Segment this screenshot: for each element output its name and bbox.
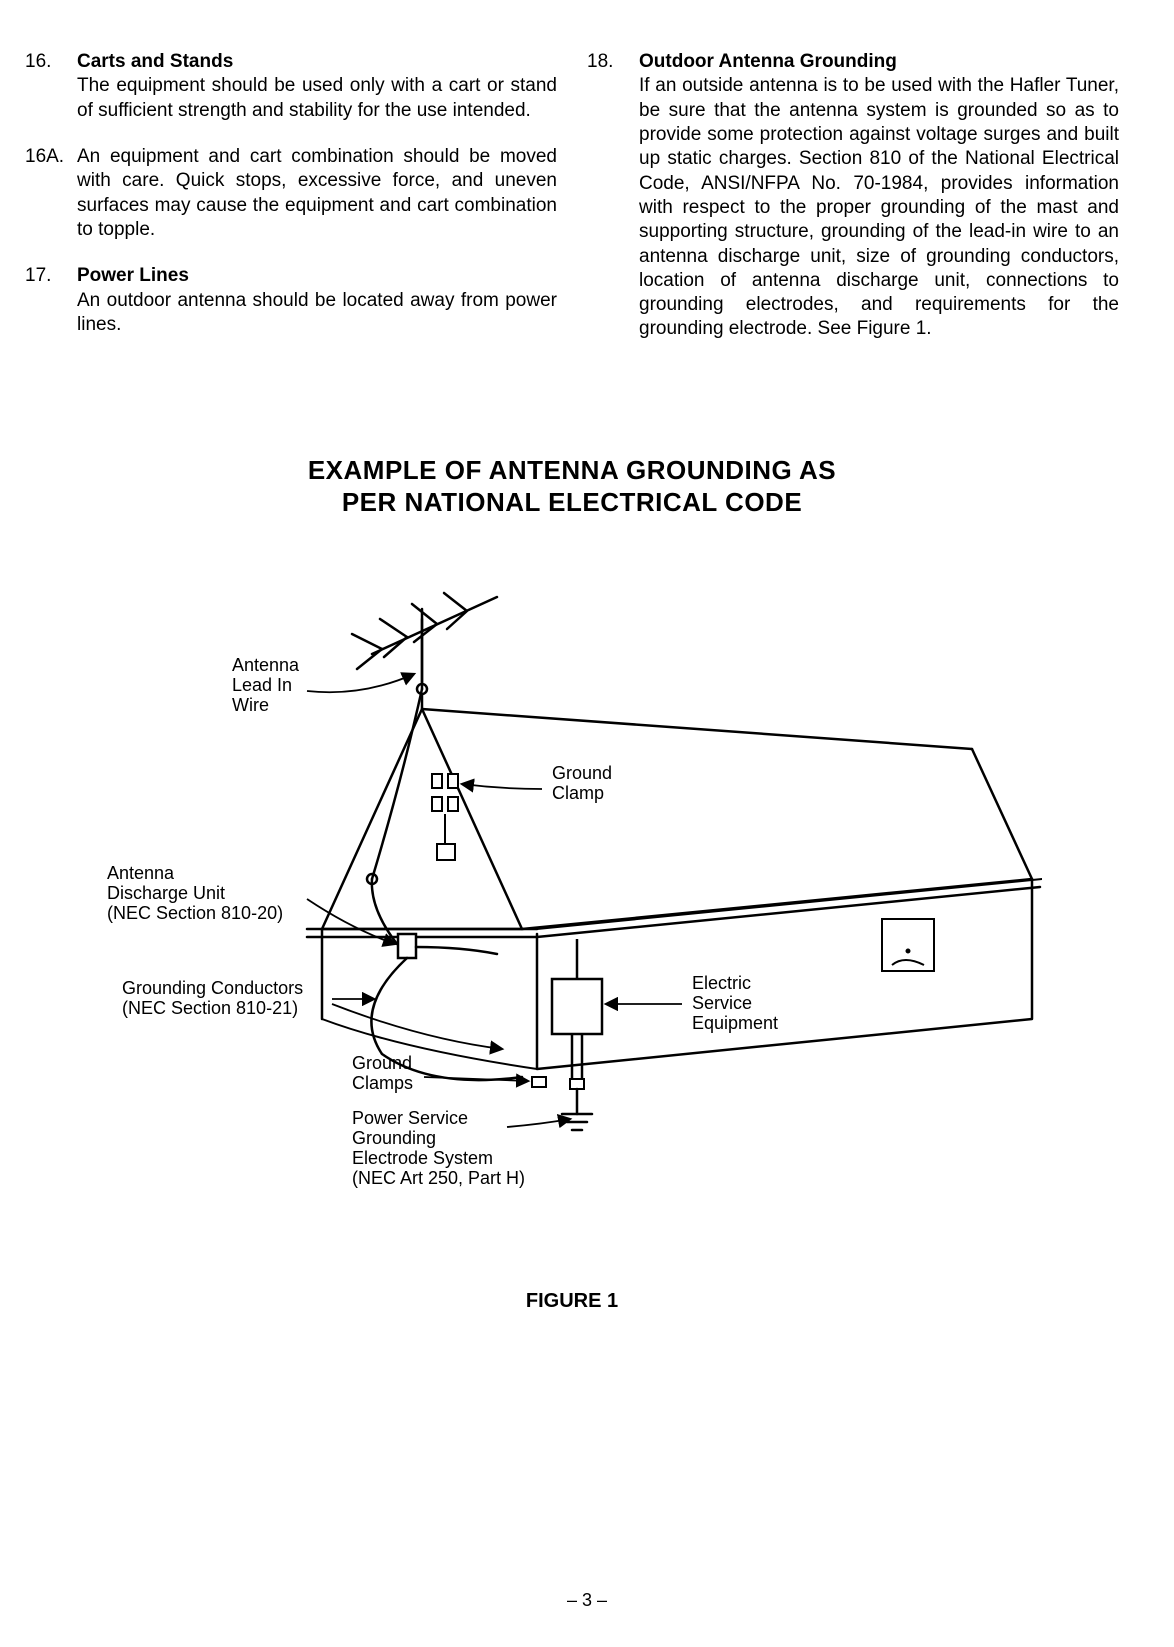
figure-title: EXAMPLE OF ANTENNA GROUNDING AS PER NATI… [25, 454, 1119, 519]
list-item: 16A. An equipment and cart combination s… [25, 145, 557, 242]
figure-title-line1: EXAMPLE OF ANTENNA GROUNDING AS [308, 455, 836, 485]
item-number: 17. [25, 264, 77, 337]
figure-block: EXAMPLE OF ANTENNA GROUNDING AS PER NATI… [25, 454, 1119, 1315]
list-item: 17. Power Lines An outdoor antenna shoul… [25, 264, 557, 337]
item-body: An equipment and cart combination should… [77, 145, 557, 242]
item-body: Carts and Stands The equipment should be… [77, 50, 557, 123]
item-number: 18. [587, 50, 639, 342]
diagram-wrap: AntennaLead InWire GroundClamp AntennaDi… [25, 579, 1119, 1219]
item-body: Power Lines An outdoor antenna should be… [77, 264, 557, 337]
figure-caption: FIGURE 1 [25, 1289, 1119, 1315]
antenna-grounding-diagram-icon: AntennaLead InWire GroundClamp AntennaDi… [102, 579, 1042, 1219]
item-text: An equipment and cart combination should… [77, 146, 557, 240]
page-number: – 3 – [0, 1589, 1174, 1612]
item-title: Carts and Stands [77, 51, 233, 72]
figure-title-line2: PER NATIONAL ELECTRICAL CODE [342, 487, 802, 517]
label-ground-clamps: GroundClamps [352, 1053, 413, 1093]
item-text: The equipment should be used only with a… [77, 75, 557, 120]
item-number: 16A. [25, 145, 77, 242]
label-conductors: Grounding Conductors(NEC Section 810-21) [122, 978, 303, 1018]
label-antenna-lead-in: AntennaLead InWire [232, 655, 300, 715]
list-item: 16. Carts and Stands The equipment shoul… [25, 50, 557, 123]
right-column: 18. Outdoor Antenna Grounding If an outs… [587, 50, 1119, 364]
item-title: Power Lines [77, 265, 189, 286]
item-text: An outdoor antenna should be located awa… [77, 290, 557, 335]
label-electrode: Power ServiceGroundingElectrode System(N… [352, 1108, 525, 1188]
item-text: If an outside antenna is to be used with… [639, 75, 1119, 339]
item-body: Outdoor Antenna Grounding If an outside … [639, 50, 1119, 342]
left-column: 16. Carts and Stands The equipment shoul… [25, 50, 557, 364]
two-column-text: 16. Carts and Stands The equipment shoul… [25, 50, 1119, 364]
label-ground-clamp: GroundClamp [552, 763, 612, 803]
item-title: Outdoor Antenna Grounding [639, 51, 897, 72]
label-discharge-unit: AntennaDischarge Unit(NEC Section 810-20… [107, 863, 283, 923]
list-item: 18. Outdoor Antenna Grounding If an outs… [587, 50, 1119, 342]
label-electric-service: ElectricServiceEquipment [692, 973, 778, 1033]
page: 16. Carts and Stands The equipment shoul… [0, 0, 1174, 1647]
item-number: 16. [25, 50, 77, 123]
